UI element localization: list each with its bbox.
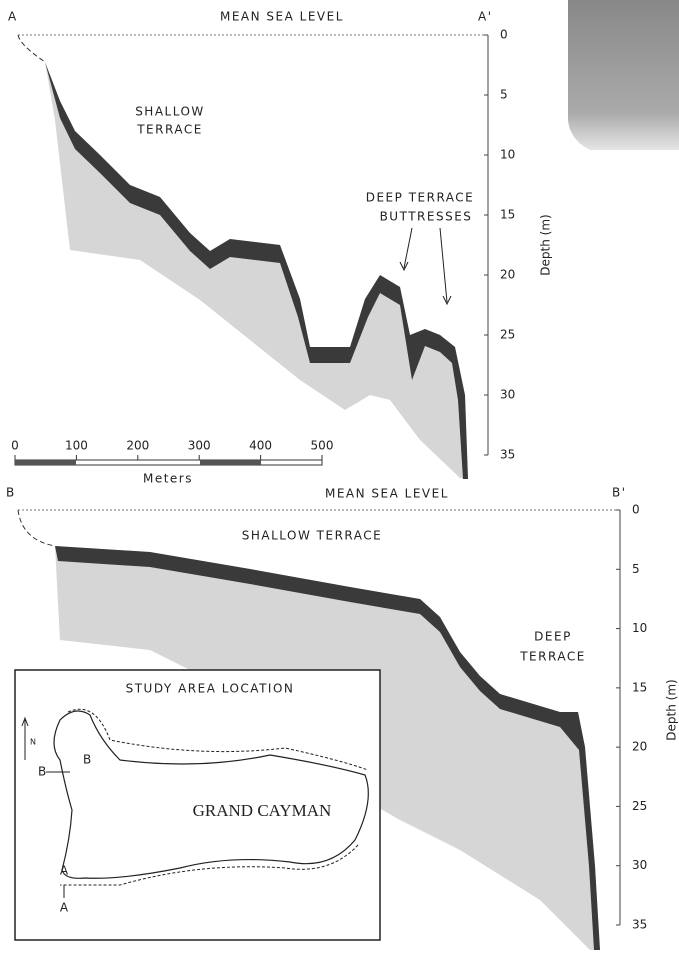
scale-unit: Meters [143,472,193,486]
surface-dashed [18,35,45,62]
transect-label: A [60,901,69,915]
depth-ticks: 0 5 10 15 20 25 30 35 [484,28,515,462]
scale-bar-segment [200,460,261,465]
tick-label: 25 [500,328,515,342]
tick-label: 35 [500,448,515,462]
surface-dashed [18,510,55,546]
tick-label: 0 [632,503,640,517]
scale-labels: 0 100 200 300 400 500 [11,439,333,461]
label-b: B [6,486,16,500]
inset-map: STUDY AREA LOCATION N GRAND CAYMAN B B A… [15,670,380,940]
north-label: N [30,738,36,747]
island-label: GRAND CAYMAN [193,801,332,820]
tick-label: 30 [500,388,515,402]
transect-label: B [38,765,46,779]
annotation: SHALLOW [135,105,205,119]
axis-title: Depth (m) [665,679,679,740]
scale-bar-segment [15,460,76,465]
label-a-prime: A' [478,10,493,24]
scale-label: 200 [126,439,149,453]
tick-label: 35 [632,918,647,932]
tick-label: 15 [500,208,515,222]
annotation: TERRACE [519,650,586,664]
scale-label: 0 [11,439,19,453]
transect-label: B [83,753,91,767]
sea-level-label: MEAN SEA LEVEL [220,10,344,24]
tick-label: 25 [632,799,647,813]
axis-title: Depth (m) [539,214,553,275]
label-b-prime: B' [612,486,627,500]
depth-ticks: 0 5 10 15 20 25 30 35 [616,503,647,932]
reef-fill [45,62,468,479]
annotation: DEEP TERRACE [366,191,475,205]
scale-label: 500 [311,439,334,453]
profile-a: A MEAN SEA LEVEL A' SHALLOW TERRACE DEEP… [8,10,553,486]
annotation: TERRACE [136,123,203,137]
inset-title: STUDY AREA LOCATION [126,682,295,696]
label-a: A [8,10,18,24]
annotation: BUTTRESSES [380,210,473,224]
scale-label: 400 [249,439,272,453]
photo [568,0,679,150]
tick-label: 0 [500,28,508,42]
tick-label: 5 [500,88,508,102]
annotation: DEEP [534,630,572,644]
sea-level-label: MEAN SEA LEVEL [325,487,449,501]
annotation: SHALLOW TERRACE [242,529,382,543]
tick-label: 10 [632,621,647,635]
scale-label: 300 [188,439,211,453]
tick-label: 30 [632,858,647,872]
figure: A MEAN SEA LEVEL A' SHALLOW TERRACE DEEP… [0,0,679,959]
tick-label: 5 [632,562,640,576]
tick-label: 20 [500,268,515,282]
arrows [400,228,451,304]
tick-label: 10 [500,148,515,162]
tick-label: 20 [632,740,647,754]
tick-label: 15 [632,680,647,694]
scale-label: 100 [65,439,88,453]
transect-label: A [60,864,69,878]
